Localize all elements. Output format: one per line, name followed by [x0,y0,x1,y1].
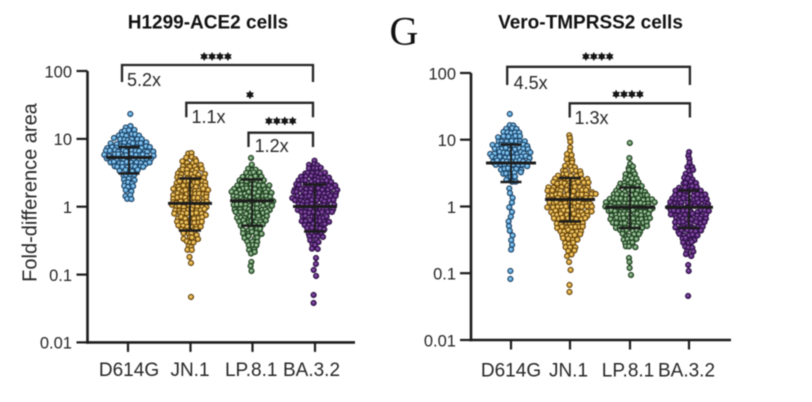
svg-text:LP.8.1: LP.8.1 [602,361,654,382]
svg-text:H1299-ACE2 cells: H1299-ACE2 cells [128,13,289,34]
svg-text:1.3x: 1.3x [575,108,609,128]
svg-text:BA.3.2: BA.3.2 [283,360,340,381]
svg-text:LP.8.1: LP.8.1 [225,360,277,381]
svg-text:G: G [390,9,419,54]
svg-text:1: 1 [63,199,72,217]
svg-text:Vero-TMPRSS2 cells: Vero-TMPRSS2 cells [498,13,683,34]
svg-text:100: 100 [44,63,72,81]
svg-text:0.1: 0.1 [49,267,72,285]
svg-text:1.1x: 1.1x [192,107,226,127]
svg-text:1.2x: 1.2x [255,136,289,156]
svg-text:10: 10 [438,132,456,150]
svg-text:BA.3.2: BA.3.2 [658,361,715,382]
svg-text:100: 100 [428,65,456,83]
svg-text:5.2x: 5.2x [127,70,161,90]
svg-text:1: 1 [447,199,456,217]
svg-text:Fold-difference area: Fold-difference area [20,102,42,282]
svg-text:D614G: D614G [481,361,541,382]
svg-text:JN.1: JN.1 [549,361,588,382]
svg-text:JN.1: JN.1 [170,360,209,381]
svg-text:4.5x: 4.5x [514,73,548,93]
svg-text:D614G: D614G [99,360,159,381]
svg-text:0.1: 0.1 [433,266,456,284]
svg-text:0.01: 0.01 [40,335,72,353]
svg-text:10: 10 [54,131,72,149]
svg-text:0.01: 0.01 [424,332,456,350]
